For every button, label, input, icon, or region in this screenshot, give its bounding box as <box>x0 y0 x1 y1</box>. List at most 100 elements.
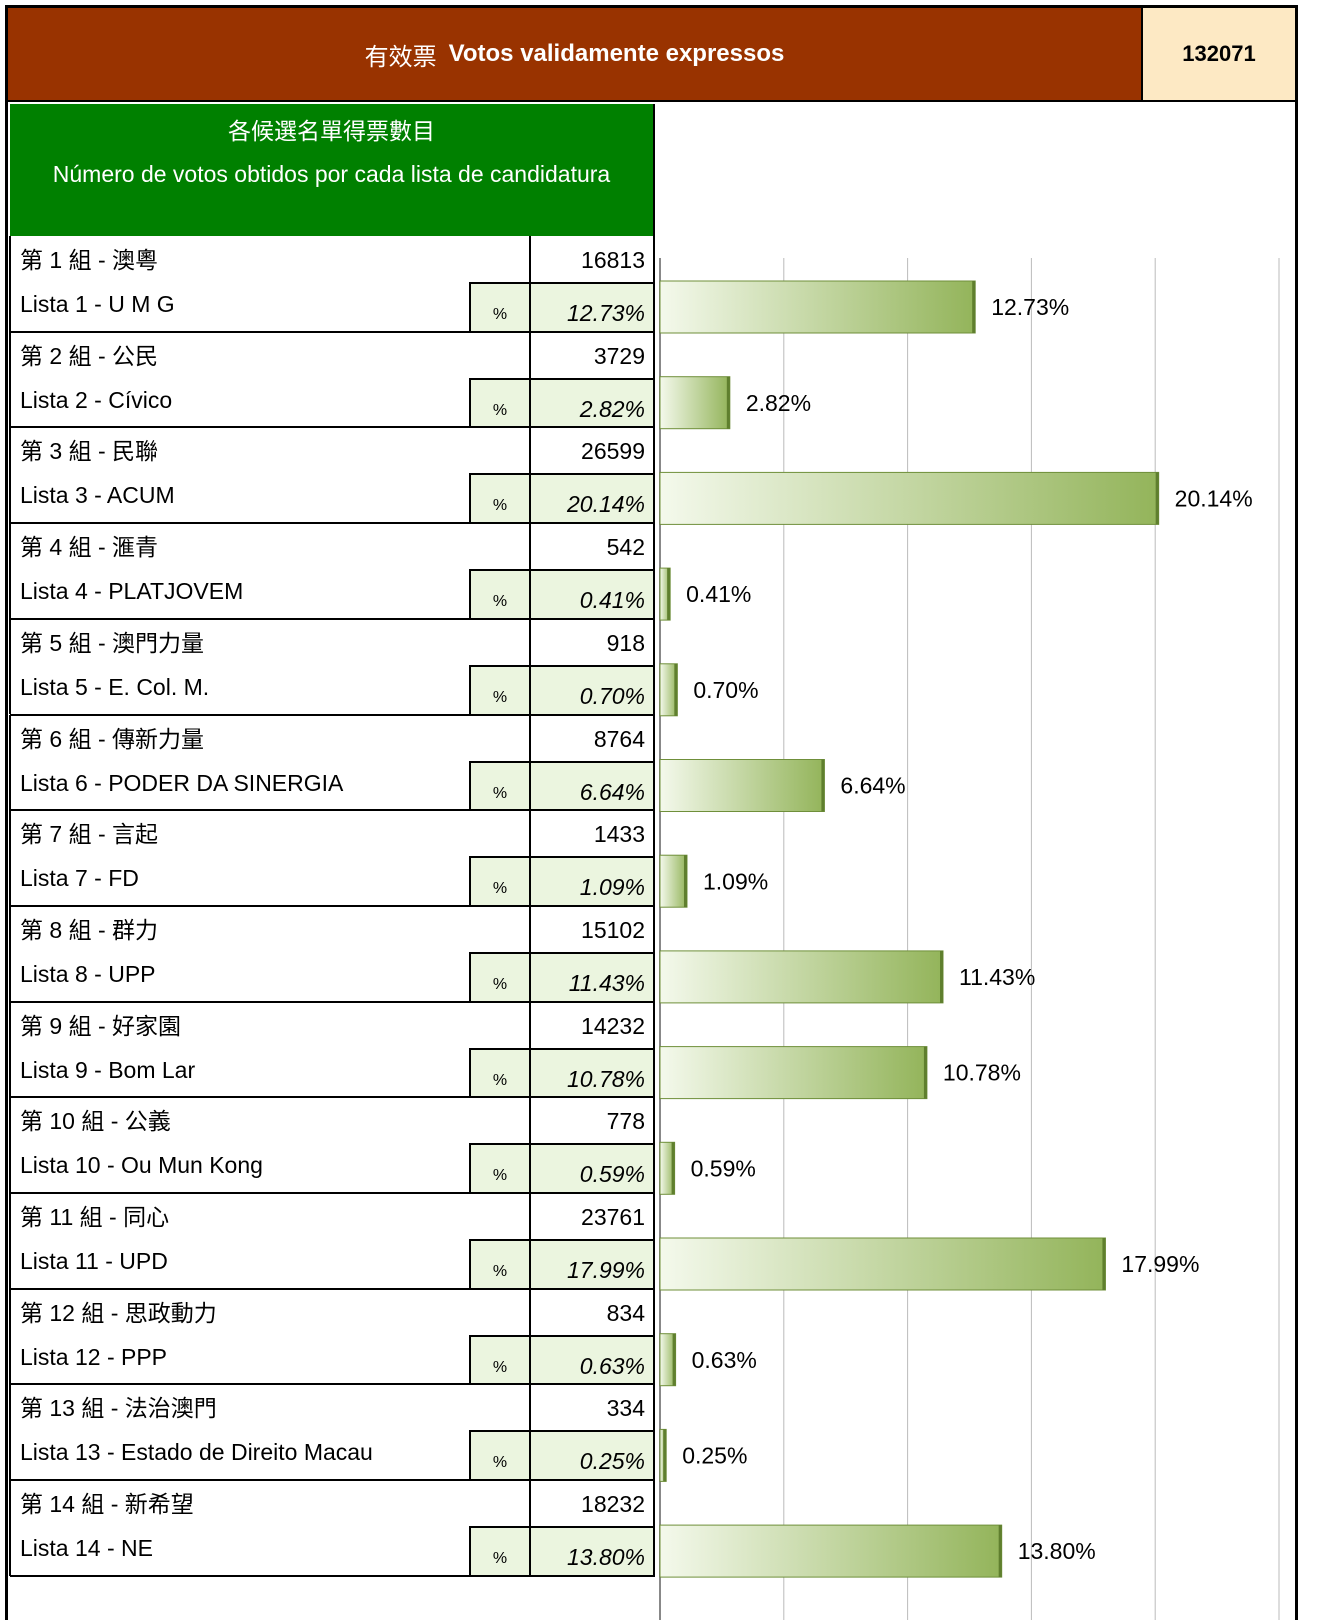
percent-symbol: % <box>470 952 530 1001</box>
vline <box>529 1193 531 1289</box>
row-line <box>10 1479 655 1482</box>
vline <box>9 618 11 715</box>
percent-symbol: % <box>470 1048 530 1097</box>
vline <box>9 236 11 332</box>
vline <box>529 427 531 524</box>
row-line <box>10 904 655 907</box>
bar-label: 0.59% <box>691 1155 756 1181</box>
votes: 18232 <box>581 1491 645 1518</box>
bar <box>659 950 944 1004</box>
list-name: Lista 10 - Ou Mun Kong <box>20 1152 263 1179</box>
bar <box>659 471 1160 525</box>
vline <box>469 1239 471 1289</box>
percent: 0.25% <box>530 1431 655 1480</box>
table-header-pt: Número de votos obtidos por cada lista d… <box>52 161 611 187</box>
mid-line <box>470 664 655 667</box>
list-name: Lista 1 - U M G <box>20 291 175 317</box>
vline <box>469 1430 471 1481</box>
list-name: Lista 11 - UPD <box>20 1248 168 1274</box>
percent: 13.80% <box>530 1527 655 1576</box>
vline <box>529 236 531 332</box>
percent: 0.63% <box>530 1335 655 1384</box>
list-name: Lista 13 - Estado de Direito Macau <box>20 1439 373 1466</box>
vline <box>9 427 11 524</box>
bar-edge <box>998 1525 1002 1578</box>
list-name: Lista 12 - PPP <box>20 1343 168 1370</box>
group-label: 第 8 組 - 群力 <box>20 916 159 943</box>
vline <box>529 1384 531 1481</box>
percent-symbol: % <box>470 570 530 619</box>
row-line <box>10 522 655 525</box>
bar-label: 10.78% <box>943 1060 1021 1086</box>
vline <box>529 618 531 715</box>
bar-edge <box>671 1142 675 1195</box>
vline <box>529 714 531 811</box>
bar-label: 12.73% <box>991 294 1069 320</box>
bar <box>659 1428 667 1482</box>
percent: 20.14% <box>530 474 655 523</box>
votes: 23761 <box>581 1204 645 1230</box>
votes: 778 <box>606 1108 645 1135</box>
bar-label: 11.43% <box>959 964 1035 990</box>
group-label: 第 14 組 - 新希望 <box>20 1491 194 1518</box>
bar-label: 13.80% <box>1018 1538 1096 1564</box>
mid-line <box>470 377 655 380</box>
votes: 8764 <box>593 725 645 752</box>
percent: 0.59% <box>530 1144 655 1193</box>
bar <box>659 1524 1003 1578</box>
bar <box>659 854 688 908</box>
vline <box>469 760 471 811</box>
percent-symbol: % <box>470 1527 530 1576</box>
vline <box>469 1334 471 1385</box>
bar <box>659 1046 928 1100</box>
bar-edge <box>674 663 678 716</box>
bar-label: 0.25% <box>682 1442 747 1468</box>
bar-edge <box>1102 1238 1106 1290</box>
list-name: Lista 5 - E. Col. M. <box>20 673 210 700</box>
vline <box>469 282 471 332</box>
row-line <box>10 1383 655 1386</box>
vline <box>9 714 11 811</box>
percent: 2.82% <box>530 378 655 427</box>
bar-edge <box>940 950 944 1003</box>
group-label: 第 3 組 - 民聯 <box>20 438 159 465</box>
bar-label: 1.09% <box>703 868 768 894</box>
list-name: Lista 6 - PODER DA SINERGIA <box>20 769 344 796</box>
row-line <box>10 1574 655 1577</box>
percent: 0.70% <box>530 665 655 714</box>
percent: 17.99% <box>530 1240 655 1288</box>
votes: 3729 <box>593 342 645 369</box>
row-line <box>10 617 655 620</box>
percent: 10.78% <box>530 1048 655 1097</box>
list-name: Lista 7 - FD <box>20 865 139 892</box>
vline <box>653 1193 655 1289</box>
list-name: Lista 14 - NE <box>20 1535 153 1562</box>
bar <box>659 376 731 430</box>
bar-label: 20.14% <box>1175 485 1253 511</box>
mid-line <box>470 951 655 954</box>
bar-label: 17.99% <box>1121 1251 1199 1277</box>
votes: 542 <box>606 534 645 561</box>
header: 有效票 Votos validamente expressos <box>8 8 1143 102</box>
votes: 1433 <box>593 821 645 848</box>
list-name: Lista 2 - Cívico <box>20 386 173 413</box>
vline <box>653 1001 655 1098</box>
vline <box>9 331 11 428</box>
vline <box>469 473 471 524</box>
list-name: Lista 8 - UPP <box>20 960 156 987</box>
vline <box>469 856 471 906</box>
vline <box>529 331 531 428</box>
vline <box>653 1480 655 1576</box>
mid-line <box>470 1239 655 1241</box>
votes: 16813 <box>581 247 645 273</box>
votes: 918 <box>606 629 645 656</box>
percent: 6.64% <box>530 761 655 810</box>
percent-symbol: % <box>470 1431 530 1480</box>
percent-symbol: % <box>470 378 530 427</box>
votes: 15102 <box>581 916 645 943</box>
percent-symbol: % <box>470 1240 530 1288</box>
group-label: 第 9 組 - 好家園 <box>20 1012 182 1039</box>
vline <box>529 1001 531 1098</box>
total: 132071 <box>1143 8 1295 102</box>
vline <box>653 905 655 1002</box>
